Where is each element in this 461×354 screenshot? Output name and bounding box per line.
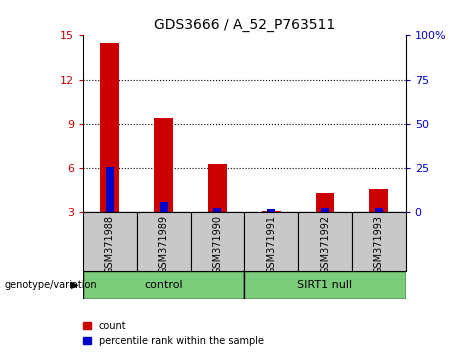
Bar: [244, 212, 298, 271]
Bar: [267, 209, 275, 212]
Text: GSM371992: GSM371992: [320, 215, 330, 274]
Text: GSM371988: GSM371988: [105, 215, 115, 274]
Text: GSM371990: GSM371990: [213, 215, 223, 274]
Bar: [208, 164, 227, 212]
Text: SIRT1 null: SIRT1 null: [297, 280, 353, 290]
Bar: [298, 212, 352, 271]
Title: GDS3666 / A_52_P763511: GDS3666 / A_52_P763511: [154, 18, 335, 32]
Legend: count, percentile rank within the sample: count, percentile rank within the sample: [83, 321, 264, 346]
Bar: [352, 212, 406, 271]
Text: GSM371989: GSM371989: [159, 215, 169, 274]
Text: GSM371993: GSM371993: [374, 215, 384, 274]
Bar: [262, 211, 281, 212]
Bar: [160, 202, 168, 212]
Bar: [244, 271, 406, 299]
Bar: [369, 189, 388, 212]
Bar: [83, 212, 137, 271]
Bar: [213, 208, 221, 212]
Bar: [137, 212, 190, 271]
Bar: [190, 212, 244, 271]
Bar: [100, 43, 119, 212]
Bar: [154, 118, 173, 212]
Bar: [106, 167, 114, 212]
Text: genotype/variation: genotype/variation: [5, 280, 97, 290]
Bar: [83, 271, 244, 299]
Bar: [321, 208, 329, 212]
Bar: [375, 208, 383, 212]
Bar: [316, 193, 334, 212]
Text: GSM371991: GSM371991: [266, 215, 276, 274]
Text: control: control: [144, 280, 183, 290]
Text: ▶: ▶: [71, 280, 79, 290]
